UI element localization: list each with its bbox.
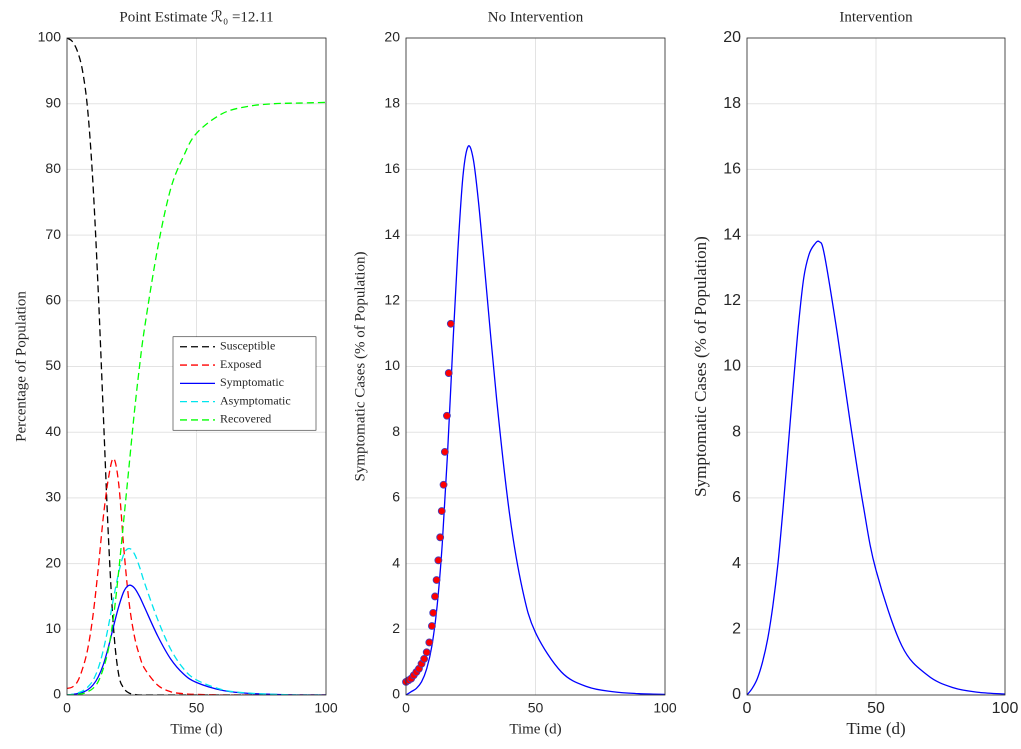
data-point [422,648,431,657]
y-tick-label: 14 [384,226,400,242]
legend-label: Recovered [220,412,271,426]
y-tick-label: 14 [723,226,741,243]
y-tick-label: 20 [384,29,400,45]
y-tick-label: 70 [45,226,61,242]
y-tick-label: 2 [732,621,741,638]
axes-box [66,37,327,696]
y-tick-label: 40 [45,423,61,439]
y-tick-label: 100 [38,29,62,45]
y-tick-label: 6 [732,489,741,506]
x-axis-label: Time (d) [846,719,905,738]
y-tick-label: 18 [723,95,741,112]
legend-label: Asymptomatic [220,393,291,407]
subplot: 0 10 20 30 40 50 60 70 80 90 100 0 50 100 Point Estima… [13,9,337,737]
x-axis-label: Time (d) [509,721,561,737]
y-tick-label: 20 [723,29,741,46]
y-tick-label: 0 [392,686,400,702]
x-tick-label: 50 [867,700,885,717]
y-tick-label: 50 [45,357,61,373]
y-tick-label: 6 [392,489,400,505]
y-tick-label: 4 [392,554,400,570]
x-tick-label: 0 [743,700,752,717]
x-tick-label: 0 [402,700,410,716]
axes-box [405,37,666,696]
y-tick-label: 90 [45,94,61,110]
x-tick-label: 50 [528,700,544,716]
legend-label: Symptomatic [220,375,284,389]
chart-title: No Intervention [488,9,584,25]
chart-title: Intervention [839,9,913,25]
subplot: 0 2 4 6 8 10 12 14 16 18 20 0 50 100 No Intervention Ti… [352,9,676,737]
legend-label: Exposed [220,357,261,371]
y-tick-label: 8 [392,423,400,439]
data-point [420,654,429,663]
data-point [440,448,449,456]
data-point [429,608,438,617]
x-tick-label: 100 [992,700,1019,717]
y-tick-label: 16 [723,161,741,178]
chart-title: Point Estimate ℛ₀ =12.11 [119,9,273,25]
y-tick-label: 60 [45,292,61,308]
y-tick-label: 10 [723,358,741,375]
x-tick-label: 0 [63,700,71,716]
y-tick-label: 12 [384,292,400,308]
line-series [67,547,326,695]
data-point [436,533,445,542]
y-tick-label: 20 [45,554,61,570]
y-tick-label: 16 [384,160,400,176]
line-series [747,240,1005,695]
y-axis-label: Symptomatic Cases (% of Population) [691,236,710,497]
y-tick-label: 80 [45,160,61,176]
x-tick-label: 50 [189,700,205,716]
line-series [67,101,326,695]
y-tick-label: 2 [392,620,400,636]
y-tick-label: 30 [45,489,61,505]
x-axis-label: Time (d) [170,721,222,737]
data-point [427,622,436,630]
data-point [432,576,441,584]
line-series [406,145,665,695]
data-point [425,638,434,647]
y-tick-label: 0 [732,686,741,703]
x-tick-label: 100 [653,700,677,716]
data-point [437,507,446,515]
data-point [444,369,453,377]
legend: Susceptible Exposed Symptomatic Asymptomati… [172,336,317,431]
axes-box [746,37,1006,696]
y-tick-label: 0 [53,686,61,702]
data-point [439,480,448,489]
data-point [434,556,443,565]
y-axis-label: Percentage of Population [13,291,29,442]
y-tick-label: 4 [732,555,741,572]
data-point [446,319,455,328]
y-tick-label: 18 [384,94,400,110]
y-tick-label: 10 [45,620,61,636]
y-tick-label: 12 [723,292,741,309]
y-tick-label: 10 [384,357,400,373]
legend-label: Susceptible [220,339,275,353]
subplot: 0 2 4 6 8 10 12 14 16 18 20 0 50 100 Intervention Time … [691,9,1019,737]
x-tick-label: 100 [314,700,338,716]
y-tick-label: 8 [732,423,741,440]
data-point [431,592,439,601]
data-point [443,411,451,420]
y-axis-label: Symptomatic Cases (% of Population) [352,252,368,482]
